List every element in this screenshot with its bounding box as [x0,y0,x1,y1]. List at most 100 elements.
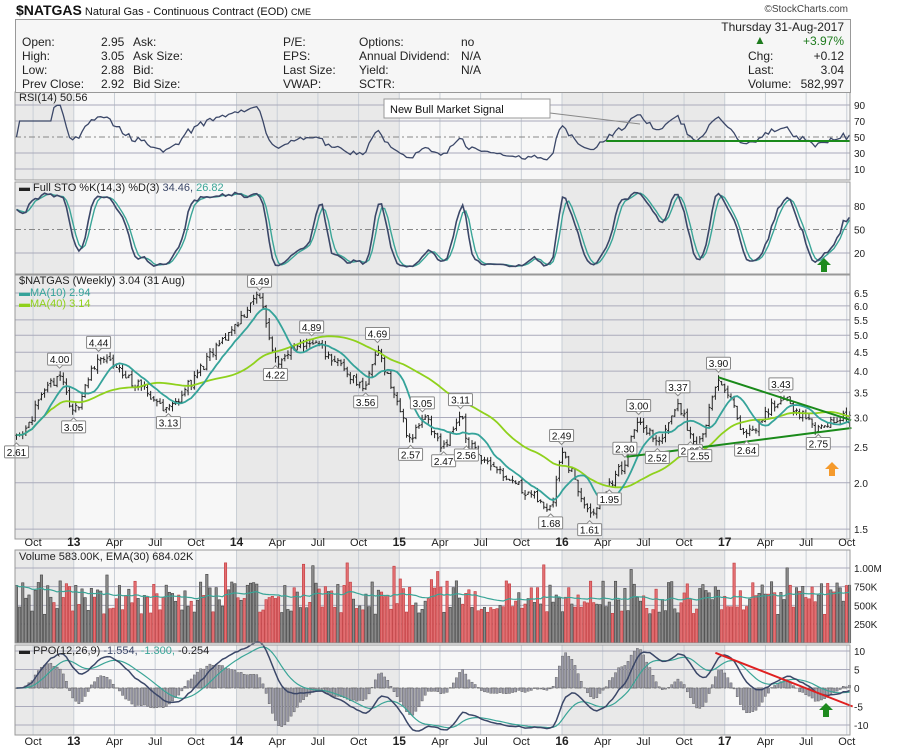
price-bar [810,418,814,428]
price-annotation-label: 2.47 [434,457,454,468]
volume-bar [554,594,558,644]
x-tick-label: 16 [555,734,569,748]
volume-bar [492,609,496,644]
ppo-histogram-bar [180,687,184,692]
volume-bar [785,567,789,644]
volume-bar [224,562,228,643]
price-bar [617,463,621,477]
ppo-histogram-bar [320,687,324,690]
quote-label: SCTR: [359,77,395,91]
volume-bar [423,600,427,643]
volume-bar [189,600,193,644]
sto-d-line [16,192,851,268]
volume-bar [576,594,580,644]
ppo-histogram-bar [767,687,770,694]
volume-bar [308,602,312,643]
volume-bar [461,603,465,644]
price-bar [701,433,705,442]
volume-bar [386,594,390,644]
ppo-legend-part: -1.554, [103,645,140,657]
price-bar [660,433,664,444]
ppo-histogram-bar [486,687,489,693]
price-bar [108,352,112,362]
volume-bar [520,607,524,643]
price-bar [155,398,159,407]
price-bar [595,507,599,519]
price-annotation-label: 2.57 [401,450,421,461]
x-tick-label: Jul [311,736,325,748]
x-tick-label: Jul [474,537,488,549]
quote-date: Thursday 31-Aug-2017 [721,20,844,34]
price-annotation-label: 3.05 [64,423,84,434]
ppo-histogram-bar [108,679,112,689]
volume-bar [398,578,402,644]
price-bar [642,418,646,433]
price-bar [405,418,408,438]
ppo-histogram-bar [558,665,561,689]
price-bar [242,314,246,318]
price-bar [239,310,243,325]
ppo-histogram-bar [458,672,461,689]
ppo-histogram-bar [573,665,577,689]
ppo-histogram-bar [570,659,574,689]
y-tick-label: 10 [854,647,866,658]
year-shade [15,92,74,180]
ppo-histogram-bar [845,686,848,689]
volume-bar [507,583,511,643]
ppo-histogram-bar [339,687,343,697]
volume-bar [667,582,671,643]
volume-bar [146,596,150,644]
price-bar [121,364,125,379]
y-tick-label: 50 [854,133,866,144]
ppo-histogram-bar [445,687,449,693]
price-annotation: 4.69 [364,327,390,344]
volume-bar [673,608,677,643]
volume-bar [579,606,583,643]
volume-bar [18,606,22,644]
price-bar [492,461,496,468]
price-annotation-label: 3.11 [451,396,470,407]
x-tick-label: Jul [636,736,650,748]
volume-bar [111,607,115,644]
volume-bar [620,610,624,644]
ppo-histogram-bar [274,687,277,721]
volume-bar [748,598,752,644]
price-bar [483,456,486,463]
price-bar [520,478,524,494]
volume-bar [676,612,680,644]
y-tick-label: 5.5 [854,316,868,327]
ppo-up-arrow-icon [819,703,833,717]
ppo-histogram-bar [99,675,103,689]
ppo-histogram-bar [430,687,433,692]
volume-legend-part: Volume 583.00K, EMA(30) 684.02K [19,551,194,563]
volume-bar [629,569,633,643]
volume-bar [660,599,664,644]
price-bar [579,487,583,503]
ppo-histogram-bar [455,677,458,689]
price-annotation-label: 4.89 [302,323,322,334]
volume-bar [654,588,658,643]
price-bar [486,457,490,465]
ppo-histogram-bar [224,667,227,689]
ppo-histogram-bar [420,687,424,702]
volume-bar [723,595,727,643]
price-annotation: 2.64 [734,440,760,457]
volume-bar [258,611,262,643]
ppo-histogram-bar [124,687,127,700]
price-annotation-label: 3.00 [629,401,649,412]
volume-bar [55,608,59,643]
ppo-histogram-bar [657,686,661,689]
ppo-histogram-bar [726,677,730,689]
volume-bar [548,584,552,643]
ppo-histogram-bar [271,687,274,714]
ppo-histogram-bar [489,687,493,694]
volume-bar [230,581,234,644]
ppo-histogram-bar [511,687,514,693]
price-bar [146,385,150,397]
volume-bar [442,611,446,643]
price-bar [211,348,215,358]
ma40-legend: ▬MA(40) 3.14 [19,298,91,310]
ppo-histogram-bar [598,687,602,694]
quote-label: Yield: [359,63,389,77]
